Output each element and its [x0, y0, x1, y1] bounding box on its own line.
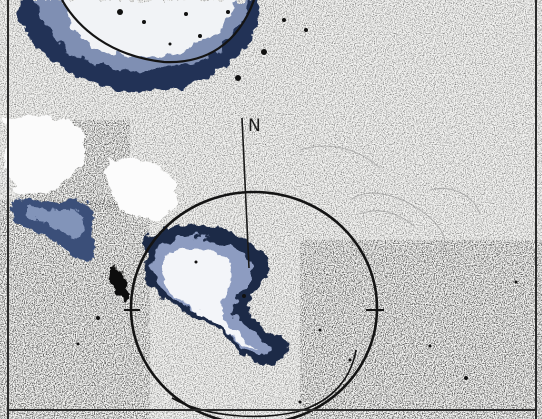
frame-lines: [7, 0, 537, 419]
top-circle-arc: [61, 0, 256, 64]
main-circle: [129, 190, 379, 419]
north-line: [241, 117, 250, 269]
center-ink-stain: [144, 225, 288, 366]
grey-swirls: [299, 145, 481, 253]
white-patches: [5, 116, 179, 219]
left-ink-stain: [10, 198, 95, 263]
dark-specks: [76, 9, 518, 404]
black-mark: [110, 266, 131, 301]
north-label: N: [248, 116, 261, 136]
